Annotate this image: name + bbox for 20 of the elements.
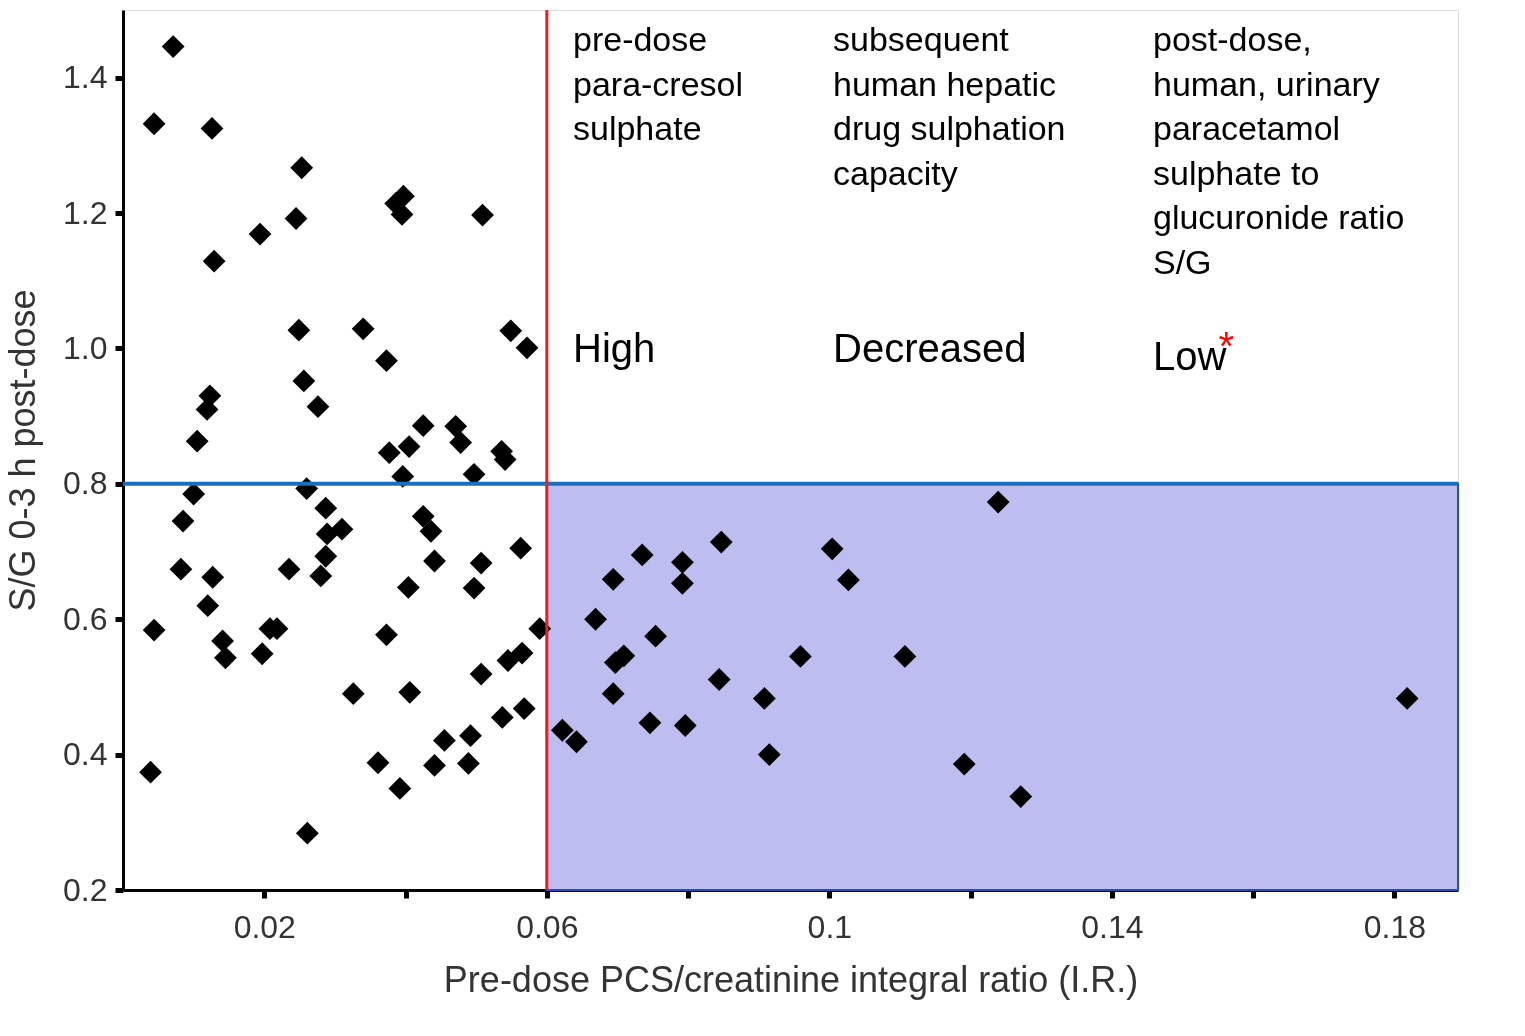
annotation: post-dose, human, urinary paracetamol sulphate to glucuronide ratio S/G <box>1153 20 1405 281</box>
x-tick-label: 0.14 <box>1081 908 1144 945</box>
x-tick-label: 0.1 <box>807 908 853 945</box>
annotation: Decreased <box>833 326 1027 370</box>
y-tick-label: 1.2 <box>63 194 108 231</box>
annotation: pre-dose para-cresol sulphate <box>573 20 744 147</box>
y-tick-label: 1.4 <box>63 59 108 96</box>
x-tick-label: 0.06 <box>516 908 579 945</box>
annotation: High <box>573 326 656 370</box>
annotation: subsequent human hepatic drug sulphation capacity <box>833 20 1066 192</box>
y-tick-label: 0.6 <box>63 600 108 637</box>
y-tick-label: 1.0 <box>63 329 108 366</box>
y-tick-label: 0.2 <box>63 871 108 908</box>
x-tick-label: 0.18 <box>1363 908 1427 945</box>
y-tick-label: 0.4 <box>63 736 108 773</box>
annotation: Low* <box>1153 324 1235 378</box>
y-tick-label: 0.8 <box>63 465 108 502</box>
x-axis-title: Pre-dose PCS/creatinine integral ratio (I.R.) <box>443 958 1139 1000</box>
y-axis-title: S/G 0-3 h post-dose <box>2 289 44 612</box>
x-tick-label: 0.02 <box>233 908 296 945</box>
